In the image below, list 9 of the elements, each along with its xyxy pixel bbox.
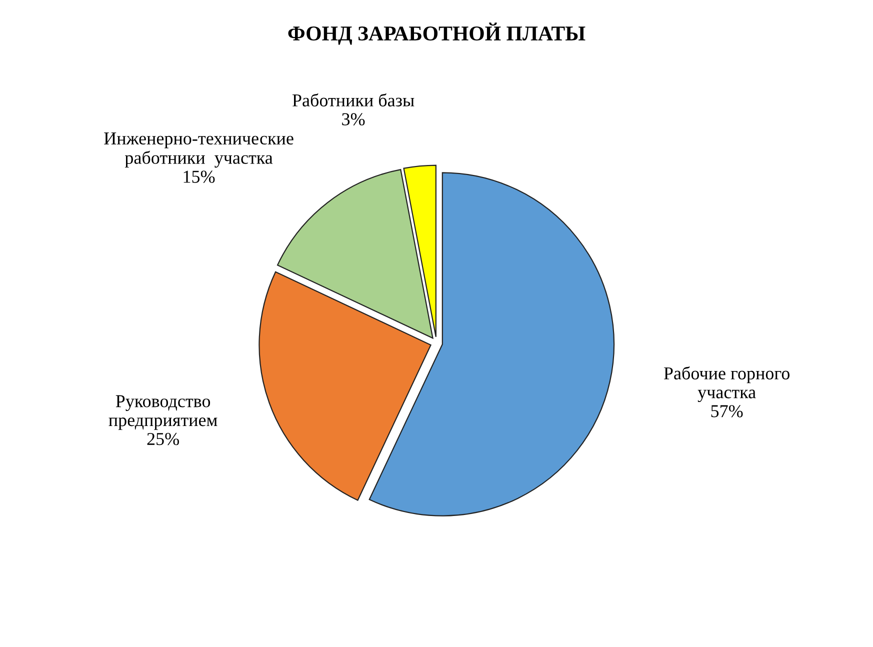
data-label: 3%: [342, 113, 365, 126]
slice-label: Рабочие горного участка: [664, 366, 790, 402]
slice-label: Работники базы: [292, 93, 414, 106]
data-label: 57%: [711, 405, 743, 418]
slice-label: Руководство предприятием: [108, 395, 218, 430]
data-label: 25%: [147, 432, 179, 446]
slice-label: Инженерно-технические работники участка: [104, 132, 294, 168]
data-label: 15%: [184, 170, 215, 183]
chart-title: ФОНД ЗАРАБОТНОЙ ПЛАТЫ: [288, 22, 586, 45]
